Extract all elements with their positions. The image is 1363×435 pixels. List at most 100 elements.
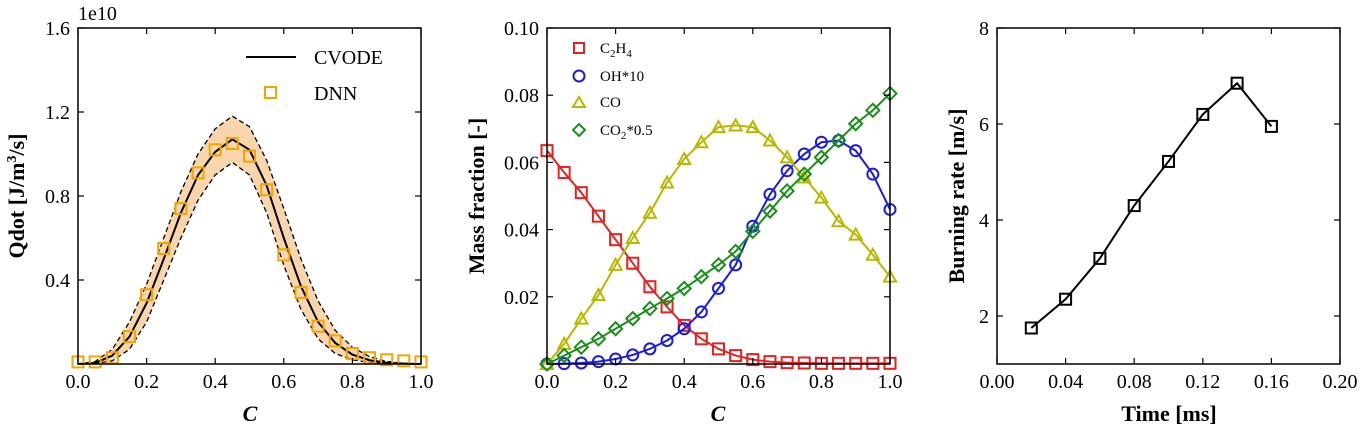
burn-x-tick-label-5: 0.20	[1323, 371, 1358, 393]
burning-rate-point-1	[1059, 292, 1073, 306]
qdot-dnn-point-7	[191, 166, 205, 180]
mass-co2-0-5-point-9	[693, 268, 710, 285]
legend-c2h4-label: C2H4	[600, 41, 632, 60]
mass-co-point-7	[659, 174, 675, 189]
mass-co2-0-5-point-17	[830, 132, 847, 149]
mass-y-tick-label-0: 0.02	[504, 287, 539, 309]
qdot-dnn-point-8	[208, 143, 222, 157]
mass-c2h4-point-9	[694, 332, 708, 346]
mass-x-tick-label-3: 0.6	[740, 371, 765, 393]
legend-co2-label: CO2*0.5	[600, 123, 653, 142]
mass-c2h4-point-15	[797, 356, 811, 370]
burning-rate-point-7	[1264, 119, 1278, 133]
mass-c2h4-point-1	[557, 165, 571, 179]
mass-x-tick-label-5: 1.0	[878, 371, 903, 393]
mass-co2-0-5-point-6	[641, 300, 658, 317]
qdot-dnn-point-14	[311, 319, 325, 333]
qdot-dnn-point-13	[294, 286, 308, 300]
qdot-dnn-point-15	[328, 334, 342, 348]
mass-co2-0-5-point-16	[813, 149, 830, 166]
legend-dnn-label: DNN	[314, 83, 357, 105]
qdot-dnn-point-12	[277, 248, 291, 262]
qdot-y-tick-label-0: 0.4	[45, 270, 70, 292]
mass-co-point-11	[727, 117, 744, 132]
qdot-y-tick-label-3: 1.6	[45, 18, 70, 40]
mass-oh-10-point-3	[591, 355, 605, 369]
mass-co-point-6	[642, 204, 658, 219]
mass-co-point-9	[693, 134, 710, 149]
qdot-dnn-point-18	[380, 353, 394, 367]
mass-fraction-axes-frame	[546, 27, 891, 365]
burning-rate-line	[1030, 81, 1273, 329]
mass-co-point-10	[710, 119, 727, 134]
qdot-dnn-point-11	[260, 183, 274, 197]
qdot-dnn-point-6	[174, 202, 188, 216]
burning-rate-point-2	[1093, 251, 1107, 265]
mass-co2-0-5-point-5	[624, 310, 641, 327]
mass-oh-10-point-11	[729, 258, 743, 272]
mass-co2-0-5-point-12	[744, 223, 761, 240]
mass-co2-0-5-point-2	[573, 339, 590, 356]
burn-x-tick-label-4: 0.16	[1254, 371, 1289, 393]
legend-oh-marker	[572, 69, 586, 83]
qdot-dnn-point-17	[363, 351, 377, 365]
mass-co2-0-5-point-19	[864, 102, 881, 119]
legend-oh-label: OH*10	[600, 69, 644, 85]
mass-oh-10-point-2	[574, 356, 588, 370]
mass-fraction-legend: C2H4 OH*10 CO CO2*0.5	[571, 41, 653, 142]
qdot-y-axis-label: Qdot [J/m3/s]	[4, 134, 29, 259]
qdot-x-tick-label-1: 0.2	[134, 371, 159, 393]
mass-fraction-x-axis-label: C	[711, 401, 726, 426]
qdot-axes-frame	[77, 27, 422, 365]
mass-c2h4-point-13	[763, 355, 777, 369]
mass-c2h4-point-14	[780, 356, 794, 370]
mass-c2h4-point-5	[626, 256, 640, 270]
qdot-dnn-point-19	[397, 354, 411, 368]
qdot-upper-bound-line	[77, 115, 422, 365]
mass-c2h4-point-11	[729, 349, 743, 363]
burn-y-tick-label-2: 6	[979, 114, 989, 136]
qdot-dnn-point-9	[225, 137, 239, 150]
mass-co-point-17	[830, 213, 847, 228]
mass-x-tick-label-4: 0.8	[809, 371, 834, 393]
qdot-uncertainty-band	[78, 116, 421, 364]
mass-c2h4-point-3	[591, 209, 605, 223]
mass-fraction-panel: 0.0 0.2 0.4 0.6 0.8 1.0 0.02 0.04 0.06 0.08 0.10 C…	[464, 18, 903, 426]
mass-co2-0-5-point-14	[779, 183, 796, 199]
mass-fraction-marks	[539, 85, 898, 372]
mass-co-point-8	[676, 150, 692, 166]
mass-co-point-5	[625, 229, 641, 244]
qdot-dnn-point-10	[243, 149, 256, 163]
mass-co2-0-5-point-3	[590, 330, 607, 347]
mass-co2-0-5-point-10	[710, 256, 727, 273]
mass-co2-0-5-line	[546, 92, 891, 365]
qdot-x-tick-label-5: 1.0	[409, 371, 434, 393]
qdot-y-tick-label-1: 0.8	[45, 186, 70, 208]
mass-oh-10-point-7	[660, 333, 674, 347]
mass-co2-0-5-point-15	[796, 166, 813, 183]
legend-c2h4-marker	[573, 42, 585, 54]
qdot-x-tick-label-4: 0.8	[340, 371, 365, 393]
mass-co-point-16	[813, 189, 830, 204]
mass-co2-0-5-point-11	[727, 243, 744, 260]
qdot-dnn-point-3	[122, 330, 136, 344]
mass-x-tick-label-2: 0.4	[672, 371, 697, 393]
burning-rate-point-4	[1162, 154, 1175, 168]
mass-y-tick-label-3: 0.08	[504, 85, 539, 107]
qdot-x-tick-label-2: 0.4	[203, 371, 228, 393]
qdot-ticks: 0.0 0.2 0.4 0.6 0.8 1.0 0.4 0.8 1.2 1.6	[45, 18, 434, 393]
mass-co2-0-5-point-0	[539, 356, 555, 372]
mass-oh-10-point-14	[780, 164, 794, 178]
mass-oh-10-point-8	[677, 322, 691, 336]
mass-co2-0-5-point-13	[762, 203, 778, 220]
mass-oh-10-line	[546, 139, 891, 365]
mass-c2h4-point-4	[609, 233, 623, 247]
mass-fraction-ticks: 0.0 0.2 0.4 0.6 0.8 1.0 0.02 0.04 0.06 0.08 0.10	[504, 18, 903, 393]
mass-oh-10-point-16	[814, 135, 828, 149]
mass-co-point-18	[848, 226, 864, 241]
qdot-x-axis-label: C	[243, 401, 258, 426]
mass-c2h4-point-12	[746, 353, 760, 367]
burn-x-tick-label-2: 0.08	[1117, 371, 1152, 393]
burning-rate-point-5	[1196, 107, 1210, 121]
